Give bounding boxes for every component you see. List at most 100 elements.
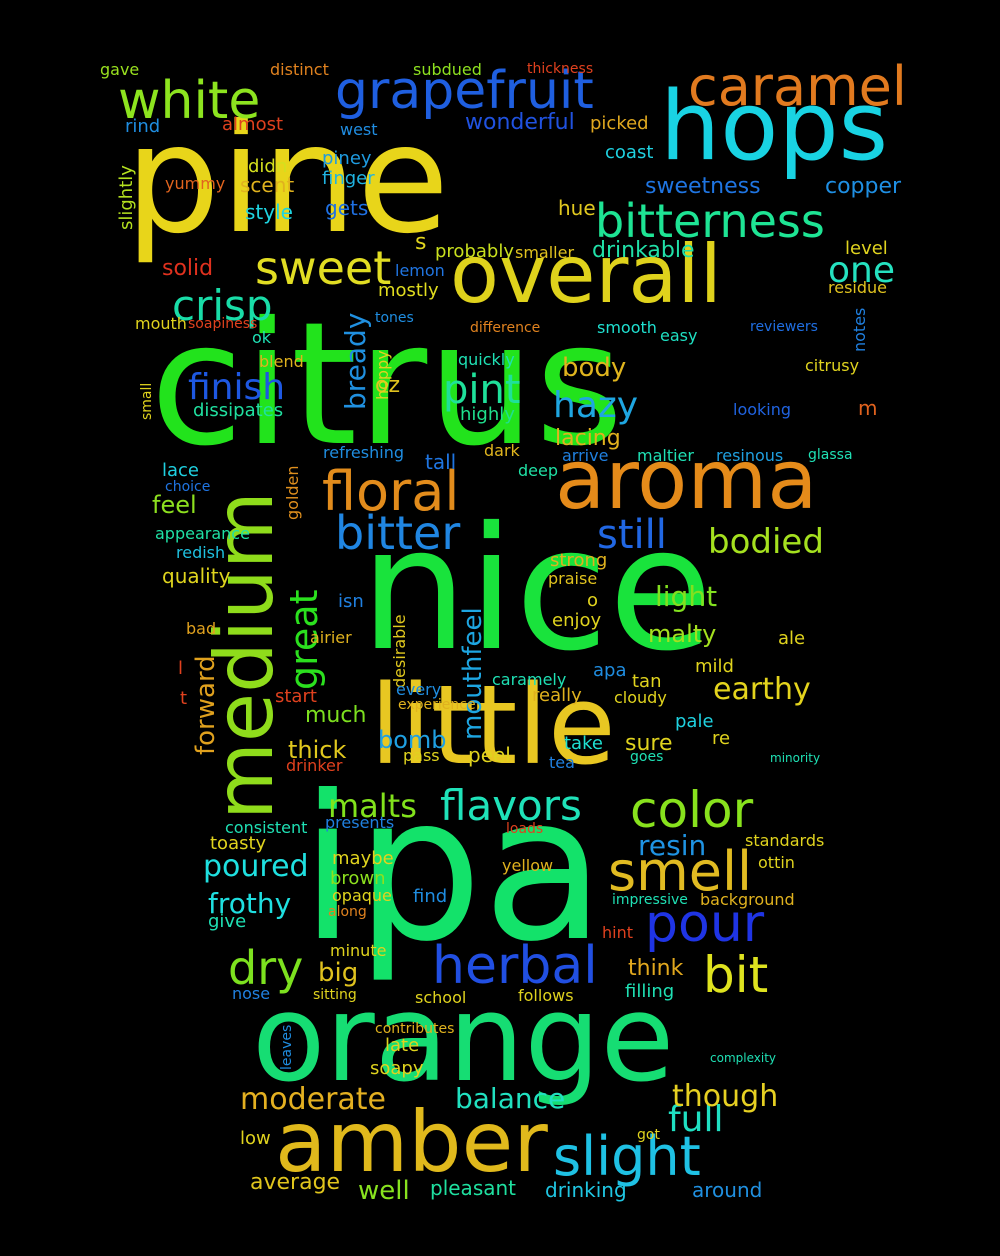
word-strong: strong <box>550 550 608 571</box>
word-t: t <box>180 688 188 709</box>
word-m: m <box>858 396 878 420</box>
word-goes: goes <box>630 749 664 765</box>
word-oz: oz <box>375 373 401 398</box>
word-residue: residue <box>828 278 887 297</box>
word-level: level <box>845 238 888 259</box>
word-pale: pale <box>675 711 714 732</box>
word-gave: gave <box>100 60 140 79</box>
word-follows: follows <box>518 986 574 1005</box>
word-choice: choice <box>165 479 211 495</box>
word-isn: isn <box>338 591 364 612</box>
word-nice: nice <box>360 491 714 689</box>
word-finish: finish <box>188 367 286 408</box>
word-blend: blend <box>259 352 304 371</box>
word-feel: feel <box>152 491 197 519</box>
word-copper: copper <box>825 174 902 199</box>
word-much: much <box>305 703 367 728</box>
word-average: average <box>250 1170 341 1195</box>
word-consistent: consistent <box>225 818 308 837</box>
word-mouth: mouth <box>135 314 187 333</box>
word-give: give <box>208 911 247 932</box>
word-really: really <box>532 685 582 706</box>
word-maybe: maybe <box>332 848 394 869</box>
word-dark: dark <box>484 441 520 460</box>
word-thickness: thickness <box>527 61 594 77</box>
word-bad: bad <box>186 619 217 638</box>
word-desirable: desirable <box>390 614 409 688</box>
word-around: around <box>692 1178 763 1202</box>
word-overall: overall <box>450 228 722 321</box>
word-rind: rind <box>125 116 161 137</box>
word-lace: lace <box>162 460 200 481</box>
word-resin: resin <box>638 829 707 862</box>
word-background: background <box>700 890 795 909</box>
word-distinct: distinct <box>270 60 329 79</box>
word-dissipates: dissipates <box>193 400 284 421</box>
word-hue: hue <box>558 196 596 220</box>
word-slight: slight <box>553 1125 701 1188</box>
word-redish: redish <box>176 543 226 562</box>
word-smell: smell <box>608 840 752 903</box>
word-soapy: soapy <box>370 1058 424 1079</box>
word-mostly: mostly <box>378 280 439 301</box>
word-drinkable: drinkable <box>592 238 695 263</box>
word-almost: almost <box>222 114 284 135</box>
word-ipa: ipa <box>300 753 606 986</box>
word-pour: pour <box>645 894 765 954</box>
word-small: small <box>139 382 155 420</box>
word-apa: apa <box>593 660 627 681</box>
word-appearance: appearance <box>155 524 250 543</box>
word-citrus: citrus <box>150 286 624 484</box>
word-hoppy: hoppy <box>373 350 392 400</box>
word-find: find <box>413 886 448 907</box>
word-pass: pass <box>403 746 440 765</box>
word-hint: hint <box>602 923 633 942</box>
word-bready: bready <box>339 312 372 410</box>
word-light: light <box>655 580 718 613</box>
word-l: l <box>178 658 184 679</box>
word-though: though <box>672 1079 779 1114</box>
word-orange: orange <box>252 970 675 1109</box>
word-enjoy: enjoy <box>552 610 602 631</box>
word-filling: filling <box>625 981 675 1002</box>
word-reviewers: reviewers <box>750 319 818 335</box>
word-dry: dry <box>228 941 304 995</box>
word-tea: tea <box>549 753 575 772</box>
word-looking: looking <box>733 400 792 419</box>
word-full: full <box>668 1099 724 1140</box>
word-contributes: contributes <box>375 1021 455 1037</box>
word-ok: ok <box>252 328 272 347</box>
word-one: one <box>828 250 895 291</box>
word-s: s <box>415 230 427 255</box>
word-bitter: bitter <box>335 506 461 560</box>
word-arrive: arrive <box>562 446 609 465</box>
word-brown: brown <box>330 868 386 889</box>
word-notes: notes <box>850 307 869 352</box>
word-standards: standards <box>745 831 825 850</box>
word-along: along <box>328 904 367 920</box>
word-amber: amber <box>275 1093 548 1191</box>
word-peel: peel <box>468 743 511 767</box>
word-drinking: drinking <box>545 1178 627 1202</box>
word-frothy: frothy <box>208 887 292 920</box>
word-balance: balance <box>455 1082 566 1115</box>
word-school: school <box>415 988 467 1007</box>
word-tones: tones <box>375 310 414 326</box>
word-body: body <box>562 353 627 383</box>
word-finger: finger <box>322 168 375 189</box>
word-pine: pine <box>125 93 450 267</box>
word-style: style <box>245 200 293 224</box>
word-malts: malts <box>328 787 417 825</box>
word-lacing: lacing <box>555 426 621 451</box>
word-complexity: complexity <box>710 1051 776 1065</box>
word-cloudy: cloudy <box>614 688 667 707</box>
word-still: still <box>597 512 667 558</box>
word-start: start <box>275 686 317 707</box>
word-smaller: smaller <box>515 243 575 262</box>
word-pleasant: pleasant <box>430 1176 517 1200</box>
word-yellow: yellow <box>502 856 554 875</box>
word-nose: nose <box>232 984 271 1003</box>
word-minute: minute <box>330 941 387 960</box>
word-floral: floral <box>322 460 460 523</box>
word-coast: coast <box>605 142 654 163</box>
